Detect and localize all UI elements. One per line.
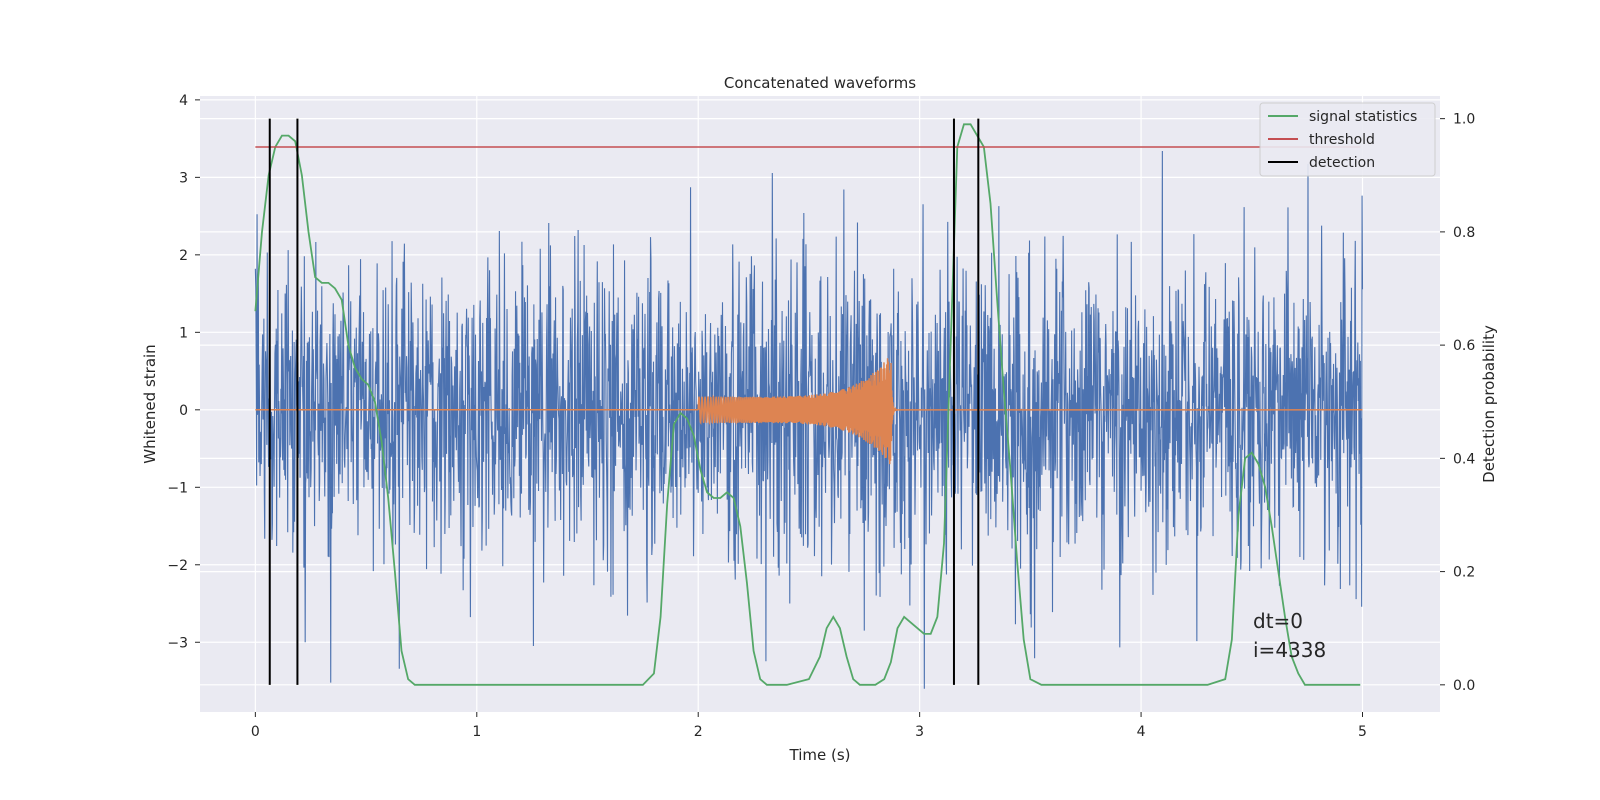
y-left-tick-label: 2 <box>179 248 188 264</box>
legend-label-detection: detection <box>1309 155 1375 171</box>
signal-statistics-series <box>254 123 1361 686</box>
signal-statistics-line <box>254 123 1361 686</box>
y-right-tick-label: 0.2 <box>1453 565 1475 581</box>
axis-ticks: 0 1 2 3 4 5 −3 −2 −1 0 1 2 3 4 0.0 0.2 0.4 0.6 0.8 1.0 <box>167 93 1475 740</box>
y-left-tick-label: 4 <box>179 93 188 109</box>
annotation-dt: dt=0 <box>1253 609 1303 633</box>
strain-series <box>254 151 1364 689</box>
legend-label-threshold: threshold <box>1309 132 1375 148</box>
y-axis-left-label: Whitened strain <box>141 344 159 463</box>
injection-series <box>255 358 1363 465</box>
x-tick-label: 1 <box>472 724 481 740</box>
y-right-tick-label: 0.4 <box>1453 451 1475 467</box>
legend-box <box>1259 102 1436 177</box>
y-right-tick-label: 0.8 <box>1453 225 1475 241</box>
injection-line <box>255 358 1363 465</box>
legend: signal statistics threshold detection <box>1259 102 1436 177</box>
x-tick-label: 3 <box>915 724 924 740</box>
strain-line <box>254 151 1364 689</box>
y-left-tick-label: −1 <box>167 480 188 496</box>
y-right-tick-label: 1.0 <box>1453 112 1475 128</box>
y-left-tick-label: 1 <box>179 325 188 341</box>
x-tick-label: 2 <box>694 724 703 740</box>
y-right-tick-label: 0.6 <box>1453 338 1475 354</box>
detection-series <box>268 118 980 685</box>
x-tick-label: 5 <box>1358 724 1367 740</box>
annotation-i: i=4338 <box>1253 638 1326 662</box>
legend-label-signal-statistics: signal statistics <box>1309 109 1417 125</box>
x-axis-label: Time (s) <box>789 746 851 764</box>
x-tick-label: 0 <box>251 724 260 740</box>
chart-title: Concatenated waveforms <box>724 74 916 92</box>
y-left-tick-label: −3 <box>167 635 188 651</box>
y-right-tick-label: 0.0 <box>1453 678 1475 694</box>
y-left-tick-label: 0 <box>179 403 188 419</box>
x-tick-label: 4 <box>1137 724 1146 740</box>
y-left-tick-label: −2 <box>167 558 188 574</box>
y-left-tick-label: 3 <box>179 170 188 186</box>
y-axis-right-label: Detection probability <box>1480 325 1498 483</box>
